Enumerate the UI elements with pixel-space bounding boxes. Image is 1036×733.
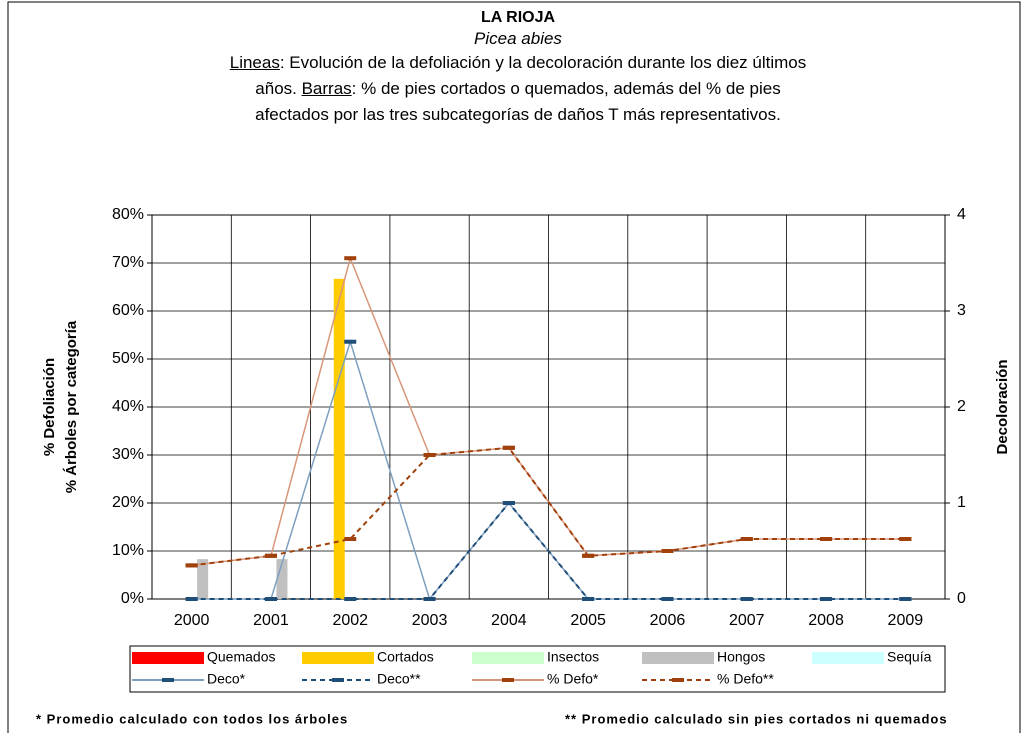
line-marker <box>661 549 674 553</box>
legend-marker <box>162 678 174 682</box>
line-marker <box>185 597 198 601</box>
legend-label: Quemados <box>207 649 275 665</box>
line-marker <box>344 256 357 261</box>
legend-label: Insectos <box>547 649 599 665</box>
line-marker <box>185 563 198 568</box>
desc-text: afectados por las tres subcategorías de … <box>255 105 781 124</box>
line-marker <box>502 501 515 505</box>
line-marker <box>423 453 436 457</box>
line <box>191 446 906 567</box>
legend-marker <box>332 678 344 682</box>
desc-text: : % de pies cortados o quemados, además … <box>351 79 781 98</box>
x-tick-label: 2004 <box>491 612 527 629</box>
bar <box>197 559 209 599</box>
y-tick-label: 10% <box>112 542 144 559</box>
line-marker <box>344 339 357 344</box>
x-tick-label: 2008 <box>808 612 844 629</box>
legend-swatch <box>302 652 374 664</box>
desc-text: : Evolución de la defoliación y la decol… <box>279 53 807 72</box>
desc-label: Lineas <box>229 53 280 72</box>
y-tick-label: 60% <box>112 302 144 319</box>
x-tick-label: 2002 <box>332 612 368 629</box>
x-tick-label: 2007 <box>729 612 765 629</box>
y-tick-label: 40% <box>112 398 144 415</box>
desc-text: años. <box>255 79 302 98</box>
y2-tick-label: 2 <box>957 398 966 415</box>
plot-area <box>151 214 946 600</box>
legend-swatch <box>132 652 204 664</box>
line-marker <box>582 553 595 558</box>
line-marker <box>899 597 912 601</box>
y-tick-label: 20% <box>112 494 144 511</box>
bar <box>333 278 345 599</box>
line <box>191 501 906 600</box>
y2-tick-label: 1 <box>957 494 966 511</box>
x-tick-label: 2005 <box>570 612 606 629</box>
legend-label: Sequía <box>887 649 932 665</box>
desc-label: Barras <box>301 79 352 98</box>
line-marker <box>582 597 595 601</box>
description: Lineas: Evolución de la defoliación y la… <box>0 50 1036 128</box>
line-marker <box>899 537 912 541</box>
footnote: * Promedio calculado con todos los árbol… <box>36 711 348 726</box>
y2-axis-label: Decoloración <box>994 359 1011 454</box>
y2-tick-label: 4 <box>957 206 966 223</box>
line-marker <box>502 445 515 450</box>
legend-label: Deco* <box>207 671 246 687</box>
legend-label: Hongos <box>717 649 765 665</box>
legend-marker <box>502 678 514 682</box>
line-marker <box>661 597 674 601</box>
chart-title: LA RIOJA <box>480 9 556 26</box>
chart-border <box>7 1 1021 733</box>
line-marker <box>740 537 753 541</box>
line-marker <box>740 597 753 601</box>
line-marker <box>423 597 436 601</box>
legend-swatch <box>812 652 884 664</box>
footnote: ** Promedio calculado sin pies cortados … <box>565 711 948 726</box>
bar <box>276 559 288 599</box>
line-marker <box>820 537 833 541</box>
y-axis-label: % Árboles por categoría <box>63 320 80 493</box>
y-tick-label: 50% <box>112 350 144 367</box>
y2-tick-label: 3 <box>957 302 966 319</box>
x-tick-label: 2009 <box>888 612 924 629</box>
legend-label: Deco** <box>377 671 421 687</box>
line-marker <box>820 597 833 601</box>
header: LA RIOJA Picea abies Lineas: Evolución d… <box>0 8 1036 128</box>
line-marker <box>344 537 357 541</box>
y-tick-label: 0% <box>121 590 144 607</box>
x-tick-label: 2006 <box>650 612 686 629</box>
y-tick-label: 80% <box>112 206 144 223</box>
legend-label: Cortados <box>377 649 434 665</box>
x-tick-label: 2001 <box>253 612 289 629</box>
x-tick-label: 2000 <box>174 612 210 629</box>
y2-tick-label: 0 <box>957 590 966 607</box>
legend-label: % Defo* <box>547 671 599 687</box>
line-marker <box>264 553 277 558</box>
legend-label: % Defo** <box>717 671 774 687</box>
y-tick-label: 30% <box>112 446 144 463</box>
line-marker <box>264 597 277 601</box>
legend-swatch <box>472 652 544 664</box>
chart-subtitle: Picea abies <box>474 29 562 48</box>
line-marker <box>344 597 357 601</box>
y-tick-label: 70% <box>112 254 144 271</box>
legend-marker <box>672 678 684 682</box>
legend-swatch <box>642 652 714 664</box>
x-tick-label: 2003 <box>412 612 448 629</box>
y-axis-label: % Defoliación <box>41 358 58 456</box>
